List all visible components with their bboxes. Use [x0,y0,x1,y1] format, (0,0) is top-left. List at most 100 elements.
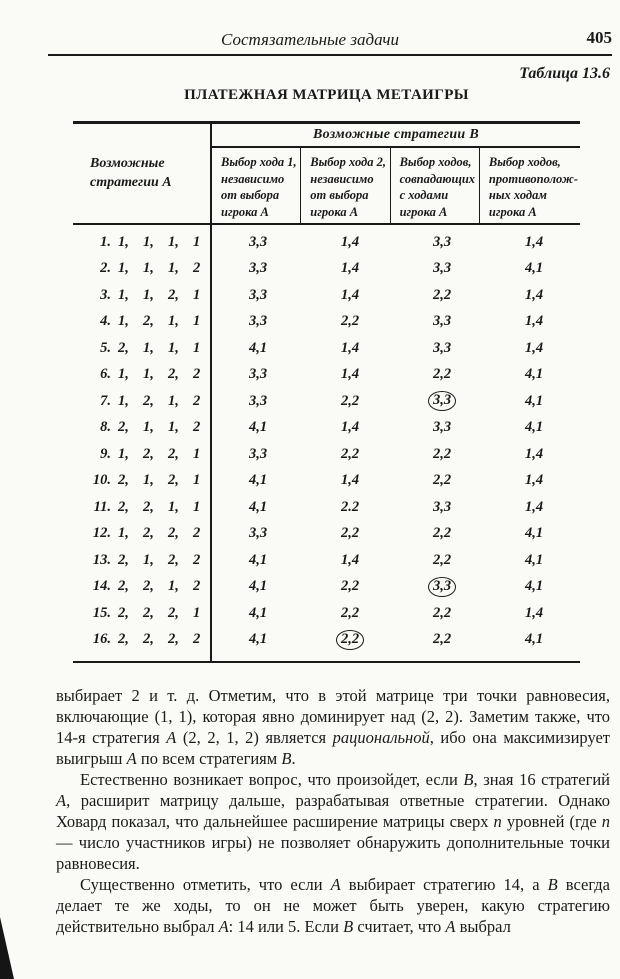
strategy-digit: 2 [193,366,201,383]
strategy-cell: 6. 1, 1, 2, 2 [73,366,212,383]
text-segment: выбирает 2 и т. д. Отметим, что в этой м… [56,686,610,747]
strategy-digit: 1, [118,286,129,303]
strategy-cell: 15. 2, 2, 2, 1 [73,605,212,622]
payoff-value: 2.2 [340,498,360,515]
payoff-cells: 4,1 1,4 2,2 1,4 [212,472,580,489]
header-strategies-a: Возможные стратегии A [90,155,172,190]
payoff-value: 1,4 [340,233,360,250]
strategy-digit: 1 [193,286,201,303]
payoff-cell: 3,3 [396,234,488,251]
payoff-value: 4,1 [248,604,268,621]
row-number: 4. [100,313,111,330]
text-segment: , расширит матрицу дальше, разрабатывая … [56,791,610,831]
payoff-value: 2,2 [432,631,452,648]
table-row: 4. 1, 2, 1, 1 3,3 2,2 3,3 1,4 [73,309,580,336]
row-number: 6. [100,366,111,383]
row-number: 15. [92,604,111,621]
strategy-cell: 8. 2, 1, 1, 2 [73,419,212,436]
payoff-cell: 3,3 [396,313,488,330]
text-segment: A [126,749,137,768]
running-head-rule [48,54,612,56]
payoff-cell: 2,2 [304,525,396,542]
strategy-digit: 1, [143,419,154,436]
strategy-cell: 12. 1, 2, 2, 2 [73,525,212,542]
payoff-value: 1,4 [340,339,360,356]
paragraph: выбирает 2 и т. д. Отметим, что в этой м… [56,685,610,769]
payoff-cell: 2,2 [304,313,396,330]
payoff-value: 3,3 [432,260,452,277]
payoff-value: 4,1 [524,419,544,436]
payoff-value: 4,1 [248,339,268,356]
payoff-value-circled: 2,2 [335,629,365,650]
payoff-cell: 1,4 [488,340,580,357]
payoff-value: 1,4 [340,366,360,383]
payoff-value: 4,1 [524,631,544,648]
payoff-cells: 3,3 1,4 2,2 1,4 [212,287,580,304]
payoff-cells: 4,1 2.2 3,3 1,4 [212,499,580,516]
row-number: 14. [92,578,111,595]
payoff-value: 2,2 [432,551,452,568]
payoff-cell: 3,3 [212,366,304,383]
strategy-digit: 2, [168,525,179,542]
table-row: 5. 2, 1, 1, 1 4,1 1,4 3,3 1,4 [73,335,580,362]
payoff-value: 2,2 [432,366,452,383]
payoff-cells: 4,1 2,2 2,2 4,1 [212,629,580,650]
payoff-value: 2,2 [432,472,452,489]
table-row: 12. 1, 2, 2, 2 3,3 2,2 2,2 4,1 [73,521,580,548]
payoff-cell: 1,4 [488,287,580,304]
payoff-cell: 2,2 [304,391,396,411]
strategy-digit: 2, [168,472,179,489]
running-head: Состязательные задачи [221,30,399,49]
text-segment: всегда делает те же ходы, то он не может… [56,875,611,936]
payoff-cell: 1,4 [488,234,580,251]
strategy-digit: 2, [118,419,129,436]
payoff-cell: 3,3 [212,234,304,251]
strategy-digit: 1, [168,498,179,515]
payoff-matrix-table: Возможные стратегии A Возможные стратеги… [73,121,580,663]
table-row: 7. 1, 2, 1, 2 3,3 2,2 3,3 4,1 [73,388,580,415]
payoff-value: 4,1 [524,551,544,568]
payoff-cell: 3,3 [212,446,304,463]
strategy-digit: 2, [168,604,179,621]
table-row: 16. 2, 2, 2, 2 4,1 2,2 2,2 4,1 [73,627,580,654]
payoff-value: 4,1 [524,525,544,542]
strategy-digit: 2 [193,392,201,409]
text-segment: , ибо она максимизирует выигрыш [56,728,611,768]
payoff-value: 1,4 [340,260,360,277]
payoff-value: 2,2 [340,445,360,462]
payoff-cell: 1,4 [488,605,580,622]
strategy-digit: 2 [193,419,201,436]
strategy-digit: 2, [168,551,179,568]
table-row: 3. 1, 1, 2, 1 3,3 1,4 2,2 1,4 [73,282,580,309]
strategy-digit: 1 [193,313,201,330]
payoff-cell: 3,3 [396,260,488,277]
payoff-value: 3,3 [248,525,268,542]
strategy-digit: 1, [168,233,179,250]
strategy-digit: 1, [143,233,154,250]
strategy-digit: 2, [143,631,154,648]
payoff-value: 3,3 [248,233,268,250]
strategy-digit: 2 [193,260,201,277]
strategy-cell: 14. 2, 2, 1, 2 [73,578,212,595]
table-body-rows: 1. 1, 1, 1, 1 3,3 1,4 3,3 1,4 2. 1, 1, 1, 2 3,3 1,4 3,3 4… [73,225,580,658]
payoff-cell: 4,1 [488,391,580,411]
payoff-cell: 2,2 [304,605,396,622]
table-row: 14. 2, 2, 1, 2 4,1 2,2 3,3 4,1 [73,574,580,601]
strategy-cell: 3. 1, 1, 2, 1 [73,287,212,304]
payoff-value: 4,1 [248,631,268,648]
table-row: 10. 2, 1, 2, 1 4,1 1,4 2,2 1,4 [73,468,580,495]
row-number: 1. [100,233,111,250]
strategy-digit: 1, [168,419,179,436]
payoff-cell: 4,1 [488,260,580,277]
payoff-value: 1,4 [340,472,360,489]
payoff-cell: 2,2 [396,446,488,463]
strategy-digit: 2, [143,498,154,515]
strategy-digit: 2, [168,631,179,648]
text-segment: — число участников игры) не позволяет об… [56,833,610,873]
payoff-value: 3,3 [248,260,268,277]
strategy-digit: 1, [143,339,154,356]
payoff-cell: 4,1 [488,630,580,650]
strategy-digit: 2, [118,551,129,568]
table-row: 15. 2, 2, 2, 1 4,1 2,2 2,2 1,4 [73,600,580,627]
row-number: 3. [100,286,111,303]
